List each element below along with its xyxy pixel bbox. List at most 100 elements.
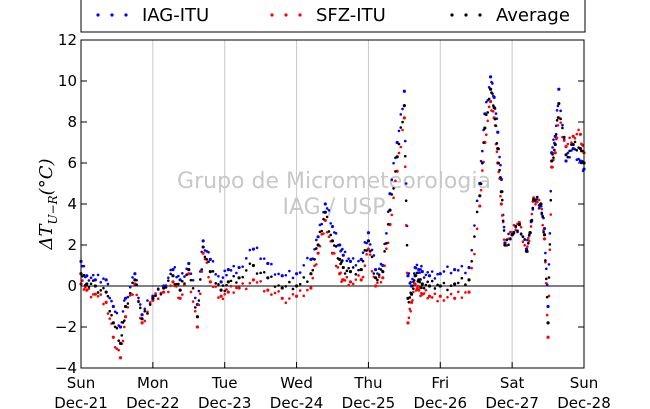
point-1-0-1 <box>81 279 84 282</box>
point-0-23 <box>294 272 299 276</box>
point-1-4-3 <box>117 348 121 352</box>
point-2-63-2 <box>555 119 559 122</box>
point-2-2-2 <box>99 289 103 292</box>
point-1-30-1 <box>351 282 355 286</box>
point-2-42-2 <box>424 283 428 287</box>
point-1-30-2 <box>354 278 358 281</box>
point-2-31-3 <box>365 249 368 252</box>
point-0-66-3 <box>577 157 580 161</box>
point-1-18 <box>226 290 230 294</box>
point-0-32 <box>366 231 371 235</box>
point-1-1-2 <box>89 295 93 299</box>
point-1-21-3 <box>277 290 280 293</box>
point-2-24 <box>309 272 313 276</box>
point-2-14-3 <box>200 268 204 271</box>
point-0-41-1 <box>418 271 421 274</box>
point-1-15 <box>201 251 205 255</box>
point-0-26-1 <box>325 207 329 210</box>
point-0-10-3 <box>169 268 172 272</box>
y-tick-label-4: 4 <box>67 195 77 213</box>
point-0-18-2 <box>232 264 235 268</box>
point-2-4 <box>111 321 115 325</box>
point-1-39 <box>409 300 414 304</box>
point-1-23-1 <box>298 289 302 292</box>
point-0-50-2 <box>494 112 498 115</box>
point-2-14-2 <box>198 278 202 281</box>
point-1-64-1 <box>559 121 562 124</box>
point-1-20-2 <box>259 279 262 283</box>
point-0-20-2 <box>259 257 262 261</box>
point-0-4 <box>111 304 115 309</box>
point-1-22-3 <box>291 293 295 296</box>
point-2-18 <box>226 280 230 284</box>
point-1-24-2 <box>313 264 316 268</box>
point-1-10-2 <box>167 290 170 294</box>
point-0-0-2 <box>82 264 86 268</box>
point-2-19-2 <box>244 269 248 272</box>
point-0-29-3 <box>347 257 350 260</box>
point-0-60-2 <box>544 267 548 271</box>
point-1-28-2 <box>340 280 343 283</box>
point-0-20-1 <box>255 246 259 250</box>
point-0-21-2 <box>273 273 277 276</box>
point-2-32-1 <box>368 250 372 253</box>
point-2-30 <box>348 270 353 274</box>
point-1-67 <box>578 132 583 136</box>
point-2-9 <box>151 296 155 300</box>
point-1-48-2 <box>486 119 490 123</box>
point-0-39-3 <box>412 272 416 275</box>
point-1-45-2 <box>460 296 464 299</box>
point-0-47-1 <box>479 159 483 163</box>
point-0-37 <box>402 89 406 93</box>
point-2-65 <box>564 153 568 157</box>
point-1-47-2 <box>481 169 484 172</box>
point-0-11 <box>171 268 175 272</box>
point-1-9-2 <box>156 297 160 301</box>
point-2-45-2 <box>460 276 464 280</box>
y-tick-label-0: −4 <box>55 359 77 377</box>
point-1-61-2 <box>548 248 552 252</box>
point-1-66 <box>571 134 575 138</box>
point-1-21 <box>266 288 270 292</box>
point-0-44 <box>438 272 442 276</box>
point-0-36-2 <box>399 113 403 116</box>
y-tick-label-7: 10 <box>58 72 77 90</box>
point-2-8 <box>140 317 144 321</box>
point-1-37-2 <box>404 224 408 227</box>
point-2-6-2 <box>128 291 132 295</box>
point-2-39-1 <box>411 284 414 288</box>
point-1-9-1 <box>154 292 157 295</box>
point-2-5 <box>118 341 123 345</box>
point-1-59-1 <box>540 207 544 211</box>
point-2-53-3 <box>509 237 512 240</box>
point-1-17-3 <box>225 288 228 291</box>
point-2-60-1 <box>544 259 547 262</box>
point-0-30-3 <box>357 259 360 263</box>
point-1-39-1 <box>411 298 414 302</box>
y-axis-title-main: ΔT <box>36 223 57 251</box>
point-2-60-2 <box>544 277 548 281</box>
point-1-33 <box>374 284 378 288</box>
point-2-9-2 <box>156 288 160 291</box>
point-2-43 <box>427 284 432 288</box>
point-1-35-2 <box>392 196 395 200</box>
point-2-23 <box>294 284 299 288</box>
plot-points <box>79 75 586 360</box>
point-1-58-2 <box>535 200 539 204</box>
point-0-47-2 <box>481 149 484 153</box>
y-axis: −4 −2 0 2 4 6 8 10 12 <box>55 31 584 377</box>
point-1-32-2 <box>370 269 374 273</box>
y-axis-title: ΔTU−R(°C) <box>36 158 60 250</box>
point-2-21-3 <box>277 284 280 287</box>
point-1-10 <box>162 290 166 294</box>
svg-text:ΔTU−R(°C): ΔTU−R(°C) <box>36 158 60 250</box>
point-1-40-2 <box>415 286 419 290</box>
point-0-41-3 <box>420 264 423 268</box>
point-1-45-3 <box>464 291 467 294</box>
point-0-13-1 <box>189 272 193 276</box>
point-0-38 <box>406 274 410 278</box>
watermark-line-2: IAG / USP <box>283 195 386 220</box>
point-0-25 <box>316 235 320 239</box>
point-0-17 <box>219 280 223 284</box>
point-0-41-2 <box>419 268 422 271</box>
